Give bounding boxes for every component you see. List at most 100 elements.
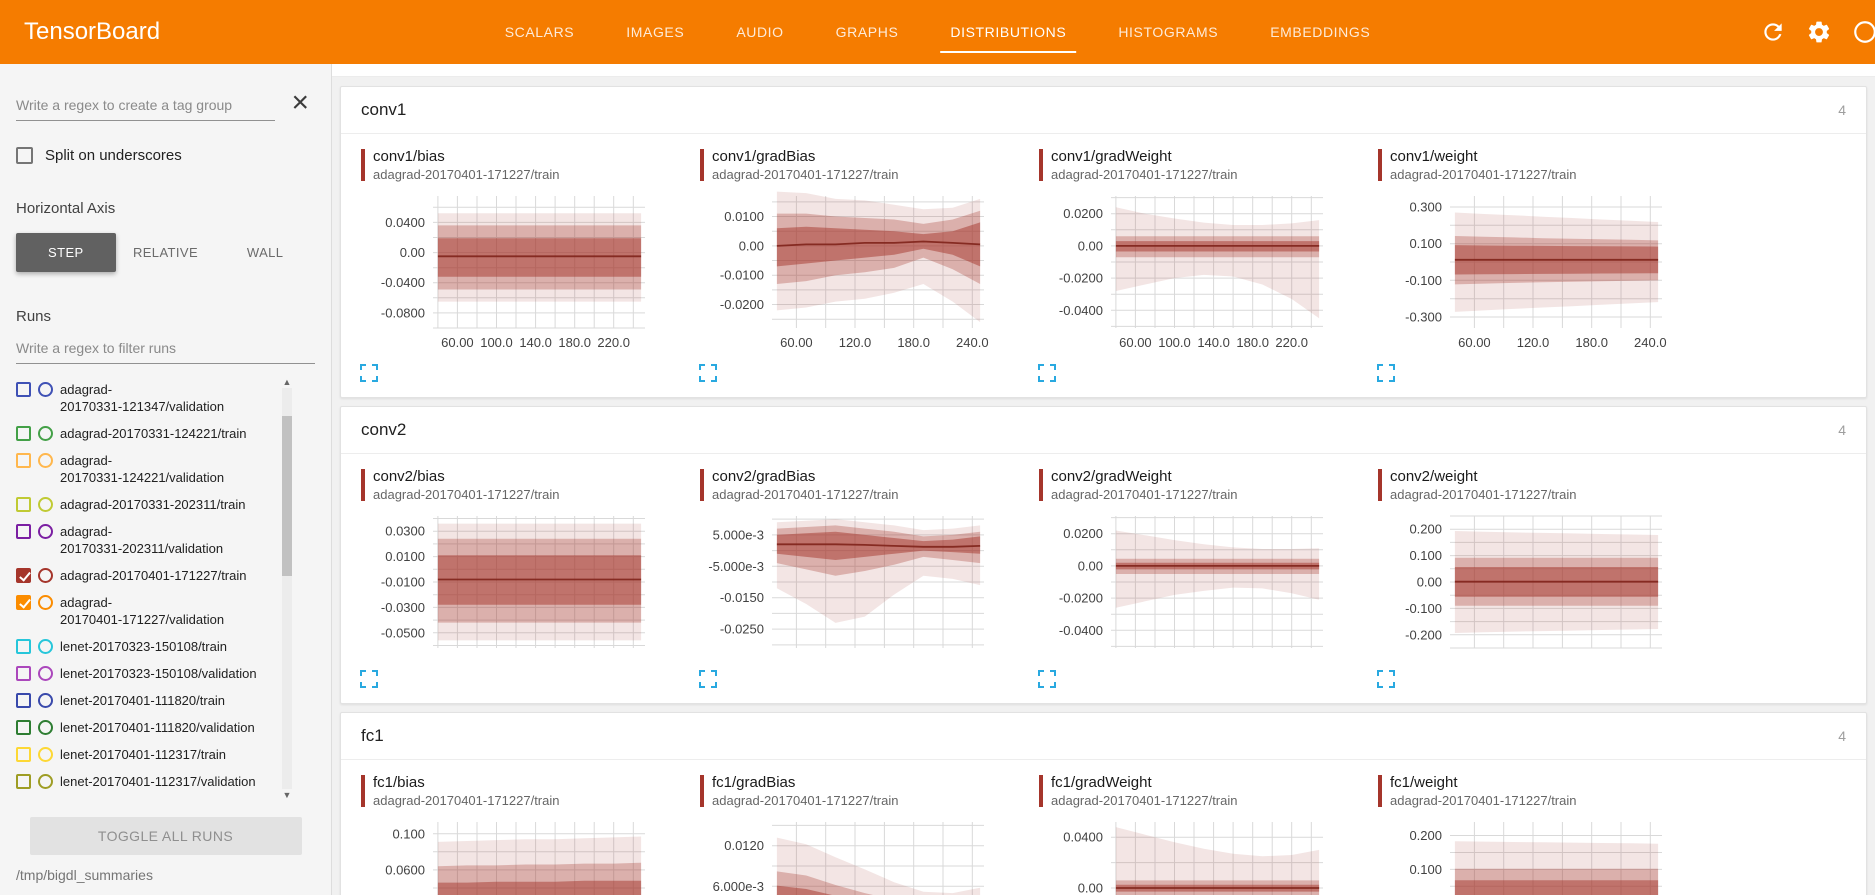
run-item[interactable]: adagrad- 20170331-124221/validation (16, 447, 267, 491)
runs-label: Runs (16, 308, 52, 325)
expand-chart-button[interactable] (1376, 363, 1396, 383)
runs-scrollbar[interactable]: ▲ ▼ (281, 376, 293, 801)
run-color-radio[interactable] (38, 747, 53, 762)
svg-text:-0.0400: -0.0400 (1059, 623, 1103, 638)
run-color-radio[interactable] (38, 666, 53, 681)
run-checkbox[interactable] (16, 666, 31, 681)
tag-section-card: conv1 4 conv1/bias adagrad-20170401-171227/… (340, 86, 1867, 398)
chart-run-name: adagrad-20170401-171227/train (373, 487, 560, 502)
run-item[interactable]: adagrad-20170401-171227/train (16, 562, 267, 589)
run-color-radio[interactable] (38, 639, 53, 654)
run-checkbox[interactable] (16, 639, 31, 654)
run-label: adagrad- 20170331-202311/validation (60, 524, 224, 556)
svg-text:240.0: 240.0 (1634, 335, 1667, 350)
run-checkbox[interactable] (16, 524, 31, 539)
run-color-bar (1039, 469, 1043, 501)
scrollbar-thumb[interactable] (282, 416, 292, 577)
scrollbar-track[interactable] (282, 388, 292, 789)
settings-gear-icon[interactable] (1806, 19, 1832, 45)
run-checkbox[interactable] (16, 774, 31, 789)
expand-chart-button[interactable] (359, 363, 379, 383)
run-checkbox[interactable] (16, 497, 31, 512)
section-header[interactable]: fc1 4 (341, 713, 1866, 759)
refresh-icon[interactable] (1760, 19, 1786, 45)
expand-chart-button[interactable] (1037, 363, 1057, 383)
runs-filter-input[interactable] (16, 333, 315, 364)
run-color-radio[interactable] (38, 568, 53, 583)
expand-chart-button[interactable] (698, 669, 718, 689)
expand-chart-button[interactable] (698, 363, 718, 383)
run-checkbox[interactable] (16, 453, 31, 468)
axis-option-step[interactable]: STEP (16, 233, 116, 272)
run-checkbox[interactable] (16, 720, 31, 735)
run-item[interactable]: lenet-20170401-112317/train (16, 741, 267, 768)
help-icon[interactable] (1852, 19, 1875, 45)
run-item[interactable]: adagrad-20170331-124221/train (16, 420, 267, 447)
chart-plot: 0.0200 0.00 -0.0200 -0.0400 (1031, 506, 1370, 665)
svg-text:100.0: 100.0 (480, 335, 513, 350)
svg-text:-0.0200: -0.0200 (720, 297, 764, 312)
run-checkbox[interactable] (16, 426, 31, 441)
svg-text:0.0300: 0.0300 (385, 524, 425, 539)
run-item[interactable]: adagrad- 20170331-121347/validation (16, 376, 267, 420)
section-header[interactable]: conv2 4 (341, 407, 1866, 453)
split-underscores-row[interactable]: Split on underscores (16, 147, 315, 164)
run-color-radio[interactable] (38, 693, 53, 708)
chart-card: conv2/gradBias adagrad-20170401-171227/tr… (692, 468, 1031, 695)
section-header[interactable]: conv1 4 (341, 87, 1866, 133)
tab-histograms[interactable]: HISTOGRAMS (1118, 24, 1219, 40)
axis-option-relative[interactable]: RELATIVE (132, 245, 199, 260)
run-color-radio[interactable] (38, 453, 53, 468)
run-item[interactable]: lenet-20170401-111820/train (16, 687, 267, 714)
run-color-bar (1378, 149, 1382, 181)
svg-text:-0.0250: -0.0250 (720, 622, 764, 637)
run-checkbox[interactable] (16, 693, 31, 708)
scroll-down-arrow-icon[interactable]: ▼ (282, 790, 292, 800)
svg-text:0.200: 0.200 (1409, 522, 1442, 537)
split-underscores-checkbox[interactable] (16, 147, 33, 164)
run-color-radio[interactable] (38, 497, 53, 512)
tab-images[interactable]: IMAGES (626, 24, 685, 40)
svg-text:240.0: 240.0 (956, 335, 989, 350)
run-color-radio[interactable] (38, 524, 53, 539)
run-item[interactable]: lenet-20170323-150108/validation (16, 660, 267, 687)
scroll-up-arrow-icon[interactable]: ▲ (282, 377, 292, 387)
section-chart-count: 4 (1838, 102, 1846, 118)
run-item[interactable]: adagrad- 20170331-202311/validation (16, 518, 267, 562)
run-checkbox[interactable] (16, 382, 31, 397)
run-color-radio[interactable] (38, 774, 53, 789)
chart-title-text: fc1/weight adagrad-20170401-171227/train (1390, 774, 1577, 808)
tab-distributions[interactable]: DISTRIBUTIONS (924, 0, 1092, 64)
tab-graphs[interactable]: GRAPHS (835, 24, 899, 40)
run-item[interactable]: adagrad-20170331-202311/train (16, 491, 267, 518)
run-color-radio[interactable] (38, 595, 53, 610)
svg-text:-0.0400: -0.0400 (381, 275, 425, 290)
run-item[interactable]: adagrad- 20170401-171227/validation (16, 589, 267, 633)
chart-title: conv2/bias adagrad-20170401-171227/train (361, 468, 692, 502)
axis-option-wall[interactable]: WALL (246, 245, 284, 260)
close-icon[interactable]: × (291, 85, 309, 119)
tab-scalars[interactable]: SCALARS (504, 24, 575, 40)
svg-text:0.200: 0.200 (1409, 828, 1442, 843)
run-checkbox[interactable] (16, 747, 31, 762)
run-item[interactable]: lenet-20170401-111820/validation (16, 714, 267, 741)
run-color-radio[interactable] (38, 382, 53, 397)
chart-title: conv1/bias adagrad-20170401-171227/train (361, 148, 692, 182)
toggle-all-runs-button[interactable]: TOGGLE ALL RUNS (29, 817, 302, 855)
run-checkbox[interactable] (16, 595, 31, 610)
horizontal-axis-label: Horizontal Axis (16, 200, 116, 217)
tab-audio[interactable]: AUDIO (736, 24, 784, 40)
expand-chart-button[interactable] (1037, 669, 1057, 689)
expand-chart-button[interactable] (1376, 669, 1396, 689)
svg-text:0.100: 0.100 (1409, 236, 1442, 251)
run-checkbox[interactable] (16, 568, 31, 583)
run-item[interactable]: lenet-20170323-150108/train (16, 633, 267, 660)
tag-regex-input[interactable] (16, 90, 276, 121)
run-color-radio[interactable] (38, 720, 53, 735)
run-item[interactable]: lenet-20170401-112317/validation (16, 768, 267, 795)
chart-title: conv2/gradWeight adagrad-20170401-171227/… (1039, 468, 1370, 502)
tab-embeddings[interactable]: EMBEDDINGS (1270, 24, 1371, 40)
run-color-radio[interactable] (38, 426, 53, 441)
expand-chart-button[interactable] (359, 669, 379, 689)
